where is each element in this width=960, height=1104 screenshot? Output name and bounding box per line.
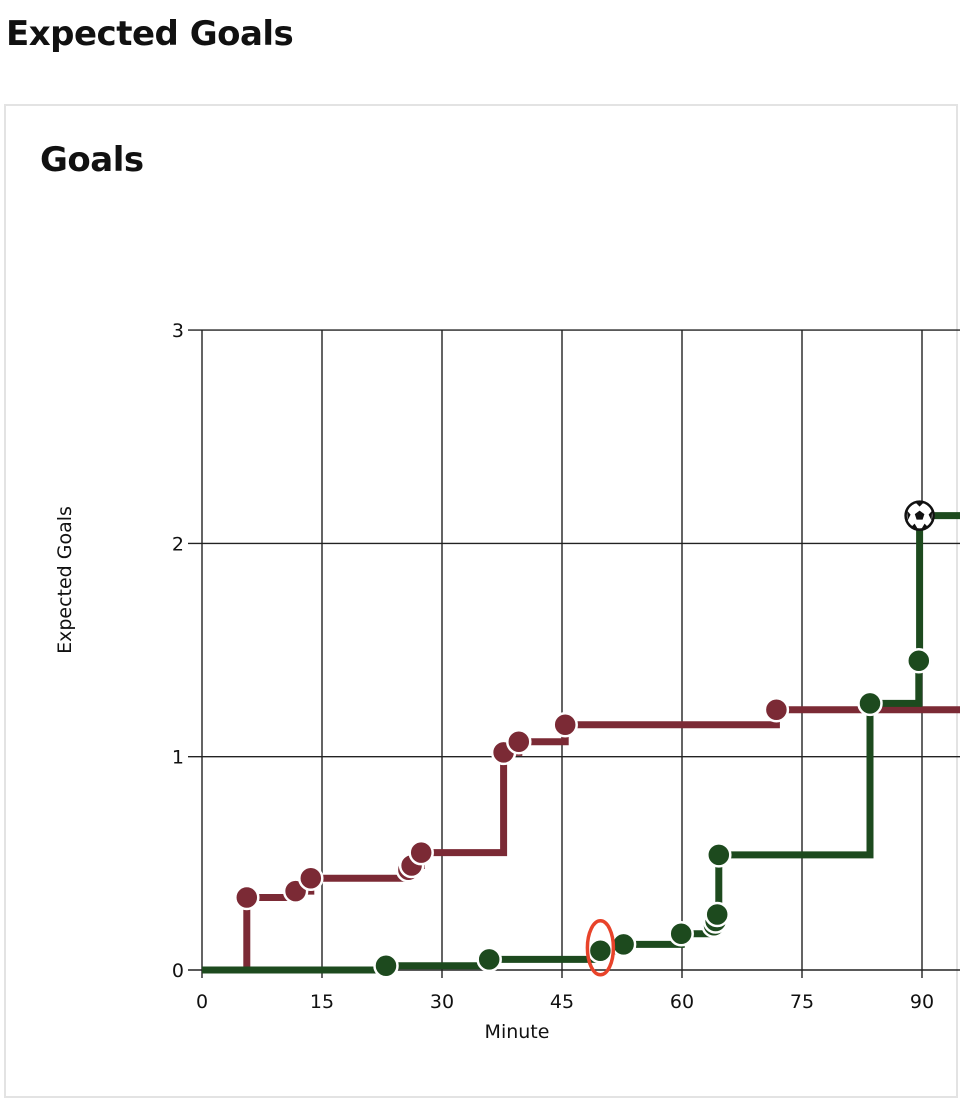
shot-marker	[587, 938, 614, 964]
page-title: Expected Goals	[6, 14, 294, 54]
chart-card: Goals	[4, 104, 958, 1098]
y-tick-label: 2	[172, 533, 184, 555]
axes: Minute Expected Goals 015304560759010501…	[54, 320, 934, 1043]
shot-marker	[373, 952, 399, 979]
goal-ball-icon	[904, 500, 935, 531]
shot-marker	[706, 842, 732, 868]
shot-marker	[552, 711, 578, 738]
markers	[234, 500, 935, 979]
y-tick-label: 0	[172, 960, 184, 982]
x-tick-label: 45	[550, 991, 574, 1013]
shot-marker	[857, 690, 883, 717]
x-tick-label: 75	[790, 991, 814, 1013]
x-tick-label: 0	[196, 991, 208, 1013]
shot-marker	[763, 697, 790, 723]
ball-patch	[928, 510, 933, 521]
highlight	[585, 919, 616, 977]
ball-patch	[915, 502, 924, 507]
highlight-ellipse	[585, 919, 616, 977]
ball-patch	[921, 523, 928, 529]
x-tick-label: 90	[910, 991, 934, 1013]
shot-marker	[610, 931, 637, 958]
y-tick-label: 3	[172, 320, 184, 342]
x-tick-label: 30	[430, 991, 454, 1013]
card-title: Goals	[40, 140, 144, 180]
shot-marker	[668, 920, 694, 947]
shot-marker	[298, 865, 324, 892]
y-tick-label: 1	[172, 747, 184, 769]
ball-patch	[907, 510, 911, 521]
shot-marker	[506, 729, 532, 755]
series	[202, 512, 960, 974]
shot-marker	[408, 839, 434, 866]
ball-patch	[911, 523, 918, 529]
x-axis-title: Minute	[485, 1021, 550, 1043]
shot-marker	[234, 884, 260, 911]
xg-step-line	[202, 512, 960, 974]
y-axis-title: Expected Goals	[54, 506, 76, 654]
x-tick-label: 60	[670, 991, 694, 1013]
shot-marker	[476, 946, 502, 973]
ball-center-patch	[914, 510, 925, 520]
shot-marker	[704, 901, 730, 928]
shot-marker	[906, 647, 932, 674]
x-tick-label: 15	[310, 991, 334, 1013]
xg-step-line	[202, 706, 960, 974]
